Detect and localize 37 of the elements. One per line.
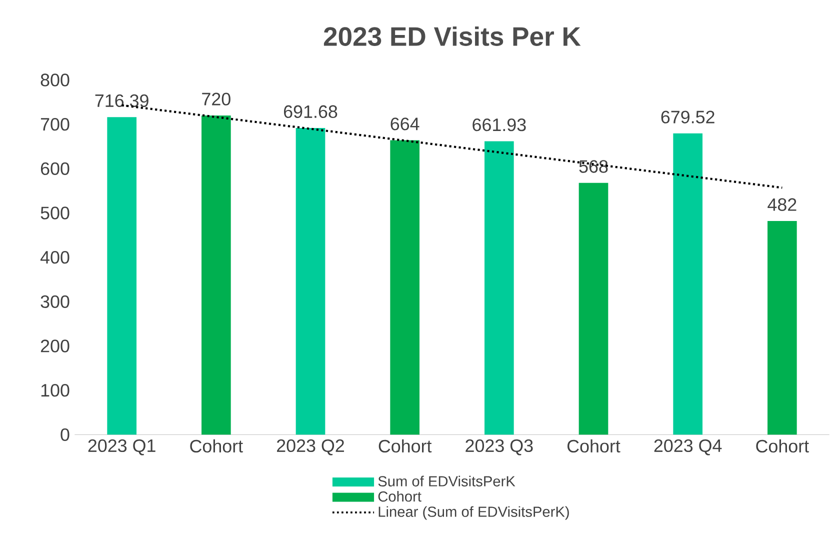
x-tick-label: 2023 Q3 [466, 439, 533, 456]
legend-label: Sum of EDVisitsPerK [378, 476, 516, 486]
x-tick-label: 2023 Q4 [654, 439, 722, 456]
y-tick-label: 200 [40, 340, 70, 352]
data-label: 720 [202, 92, 230, 106]
data-label: 482 [768, 198, 796, 211]
chart-title: 2023 ED Visits Per K [324, 26, 581, 46]
bar [390, 140, 420, 435]
bar [107, 117, 136, 435]
bar [484, 141, 514, 435]
y-tick-label: 500 [40, 206, 70, 220]
data-label: 568 [579, 160, 608, 173]
x-tick-label: Cohort [568, 439, 620, 453]
y-tick-label: 700 [40, 118, 70, 131]
x-tick-label: Cohort [756, 439, 809, 453]
bar [296, 128, 326, 435]
y-tick-label: 800 [40, 74, 70, 86]
bar [578, 182, 608, 435]
y-tick-label: 0 [60, 428, 70, 442]
legend-label: Cohort [378, 490, 422, 502]
y-tick-label: 400 [40, 250, 70, 264]
y-tick-label: 100 [41, 384, 70, 397]
data-label: 716.39 [95, 94, 148, 108]
data-label: 691.68 [284, 105, 338, 118]
x-tick-label: Cohort [190, 439, 243, 453]
x-tick-label: 2023 Q2 [276, 439, 344, 456]
bar [768, 220, 797, 435]
data-label: 664 [390, 118, 420, 130]
y-tick-label: 300 [40, 295, 70, 308]
data-label: 661.93 [472, 118, 526, 132]
bar [202, 115, 231, 435]
x-tick-label: Cohort [378, 439, 432, 453]
data-label: 679.52 [661, 110, 714, 124]
legend-label: Linear (Sum of EDVisitsPerK) [378, 506, 569, 520]
bar [673, 133, 702, 435]
y-tick-label: 600 [40, 162, 70, 176]
x-tick-label: 2023 Q1 [88, 439, 156, 456]
